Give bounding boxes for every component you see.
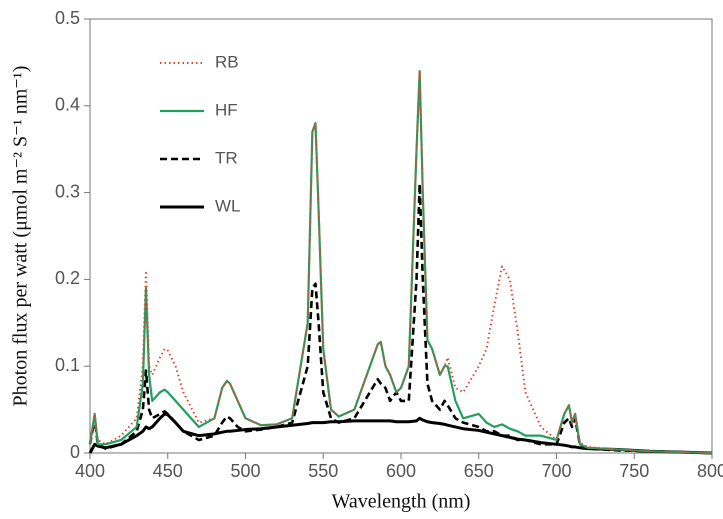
x-tick-label: 450 [153,461,183,481]
series-line [88,182,713,455]
x-tick-label: 650 [464,461,494,481]
x-tick-label: 700 [541,461,571,481]
legend-label: TR [215,148,238,167]
x-axis-label: Wavelength (nm) [332,491,471,513]
x-tick-label: 500 [230,461,260,481]
y-tick-label: 0.5 [55,8,80,28]
x-tick-label: 800 [697,461,723,481]
x-tick-label: 600 [386,461,416,481]
x-tick-label: 400 [75,461,105,481]
series-line [88,69,713,455]
legend-label: HF [215,100,238,119]
series-line [88,412,713,455]
y-tick-label: 0.2 [55,268,80,288]
x-tick-label: 750 [619,461,649,481]
y-tick-label: 0.1 [55,355,80,375]
legend-label: RB [215,52,239,71]
y-tick-label: 0.3 [55,181,80,201]
y-tick-label: 0 [70,442,80,462]
y-tick-label: 0.4 [55,95,80,115]
x-tick-label: 550 [308,461,338,481]
legend-label: WL [215,196,241,215]
y-axis-label: Photon flux per watt (μmol m⁻² S⁻¹ nm⁻¹) [10,66,32,407]
series-line [89,70,713,454]
